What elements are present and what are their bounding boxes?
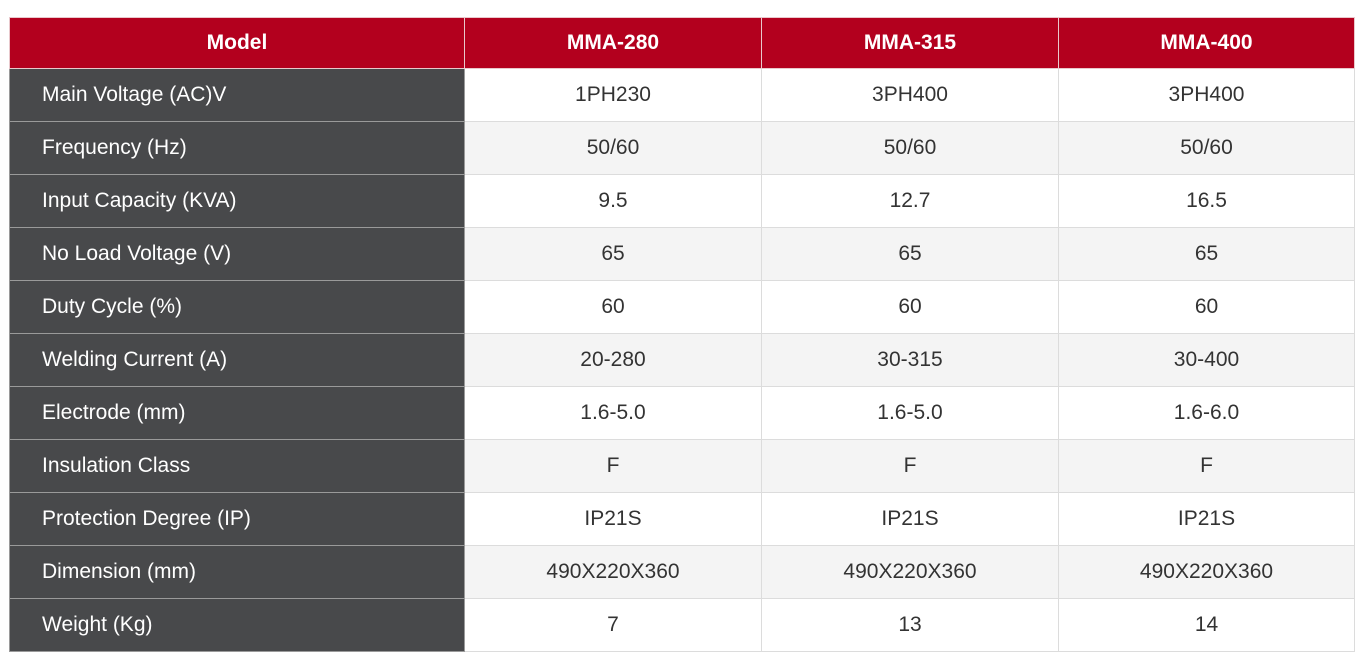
cell: 30-400 (1058, 333, 1355, 387)
header-cell: MMA-400 (1058, 17, 1355, 69)
row-label: Input Capacity (KVA) (9, 174, 465, 228)
row-label: Main Voltage (AC)V (9, 68, 465, 122)
cell: 7 (464, 598, 762, 652)
row-label: Welding Current (A) (9, 333, 465, 387)
cell: 65 (761, 227, 1059, 281)
cell: 9.5 (464, 174, 762, 228)
header-row: Model MMA-280 MMA-315 MMA-400 (9, 17, 1355, 69)
cell: 50/60 (1058, 121, 1355, 175)
table-row: Weight (Kg) 7 13 14 (9, 598, 1355, 652)
cell: 30-315 (761, 333, 1059, 387)
cell: IP21S (1058, 492, 1355, 546)
cell: 3PH400 (761, 68, 1059, 122)
header-cell: MMA-315 (761, 17, 1059, 69)
cell: 490X220X360 (761, 545, 1059, 599)
cell: 1PH230 (464, 68, 762, 122)
table-row: Frequency (Hz) 50/60 50/60 50/60 (9, 121, 1355, 175)
cell: IP21S (761, 492, 1059, 546)
cell: F (464, 439, 762, 493)
cell: 50/60 (464, 121, 762, 175)
row-label: Protection Degree (IP) (9, 492, 465, 546)
cell: 65 (464, 227, 762, 281)
table-row: Welding Current (A) 20-280 30-315 30-400 (9, 333, 1355, 387)
cell: 14 (1058, 598, 1355, 652)
table-body: Main Voltage (AC)V 1PH230 3PH400 3PH400 Freq… (9, 68, 1355, 652)
cell: 490X220X360 (464, 545, 762, 599)
cell: 60 (761, 280, 1059, 334)
cell: 3PH400 (1058, 68, 1355, 122)
cell: 12.7 (761, 174, 1059, 228)
row-label: Duty Cycle (%) (9, 280, 465, 334)
table-row: No Load Voltage (V) 65 65 65 (9, 227, 1355, 281)
row-label: Weight (Kg) (9, 598, 465, 652)
row-label: Dimension (mm) (9, 545, 465, 599)
cell: 16.5 (1058, 174, 1355, 228)
cell: 65 (1058, 227, 1355, 281)
table-row: Main Voltage (AC)V 1PH230 3PH400 3PH400 (9, 68, 1355, 122)
header-cell: Model (9, 17, 465, 69)
row-label: No Load Voltage (V) (9, 227, 465, 281)
spec-table: Model MMA-280 MMA-315 MMA-400 Main Voltage … (9, 17, 1355, 652)
cell: 1.6-5.0 (761, 386, 1059, 440)
cell: 13 (761, 598, 1059, 652)
header-cell: MMA-280 (464, 17, 762, 69)
cell: IP21S (464, 492, 762, 546)
cell: 1.6-6.0 (1058, 386, 1355, 440)
cell: F (1058, 439, 1355, 493)
cell: F (761, 439, 1059, 493)
table-row: Dimension (mm) 490X220X360 490X220X360 490X… (9, 545, 1355, 599)
table-row: Duty Cycle (%) 60 60 60 (9, 280, 1355, 334)
row-label: Frequency (Hz) (9, 121, 465, 175)
cell: 60 (1058, 280, 1355, 334)
cell: 490X220X360 (1058, 545, 1355, 599)
table-row: Protection Degree (IP) IP21S IP21S IP21S (9, 492, 1355, 546)
row-label: Insulation Class (9, 439, 465, 493)
row-label: Electrode (mm) (9, 386, 465, 440)
cell: 20-280 (464, 333, 762, 387)
table-row: Electrode (mm) 1.6-5.0 1.6-5.0 1.6-6.0 (9, 386, 1355, 440)
table-row: Input Capacity (KVA) 9.5 12.7 16.5 (9, 174, 1355, 228)
cell: 60 (464, 280, 762, 334)
cell: 1.6-5.0 (464, 386, 762, 440)
table-row: Insulation Class F F F (9, 439, 1355, 493)
cell: 50/60 (761, 121, 1059, 175)
